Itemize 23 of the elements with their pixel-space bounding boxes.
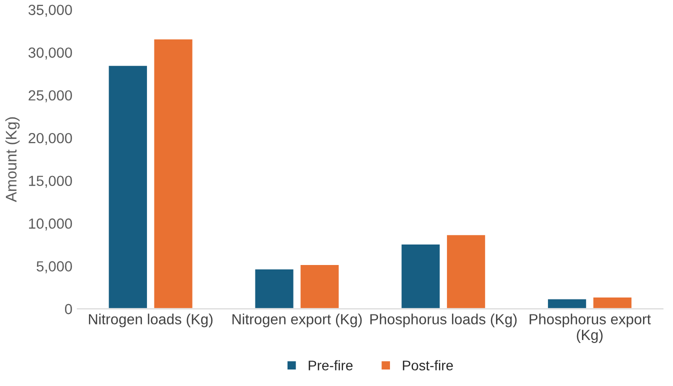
y-tick-label: 10,000 (29, 218, 72, 230)
y-tick-label: 15,000 (29, 176, 72, 188)
bar (299, 264, 340, 309)
bar (107, 64, 148, 309)
y-tick-label: 0 (64, 304, 72, 314)
bar (254, 268, 295, 309)
bar (592, 296, 633, 309)
bar (400, 243, 442, 309)
legend-label: Post-fire (402, 360, 453, 370)
x-tick-label: Phosphorus export (Kg) (530, 314, 651, 343)
bar (446, 234, 486, 309)
x-tick-label: Nitrogen export (Kg) (232, 314, 362, 328)
bar (546, 298, 588, 309)
y-tick-label: 20,000 (28, 132, 72, 146)
y-tick-label: 5,000 (36, 261, 72, 274)
bar (152, 38, 194, 309)
x-tick-label: Phosphorus loads (Kg) (370, 314, 517, 328)
y-tick-label: 30,000 (28, 47, 72, 60)
x-tick-label: Nitrogen loads (Kg) (88, 314, 212, 328)
y-tick-label: 25,000 (28, 90, 72, 102)
y-axis-title: Amount (Kg) (5, 117, 20, 202)
legend-label: Pre-fire (308, 360, 353, 370)
y-tick-label: 35,000 (28, 4, 72, 17)
